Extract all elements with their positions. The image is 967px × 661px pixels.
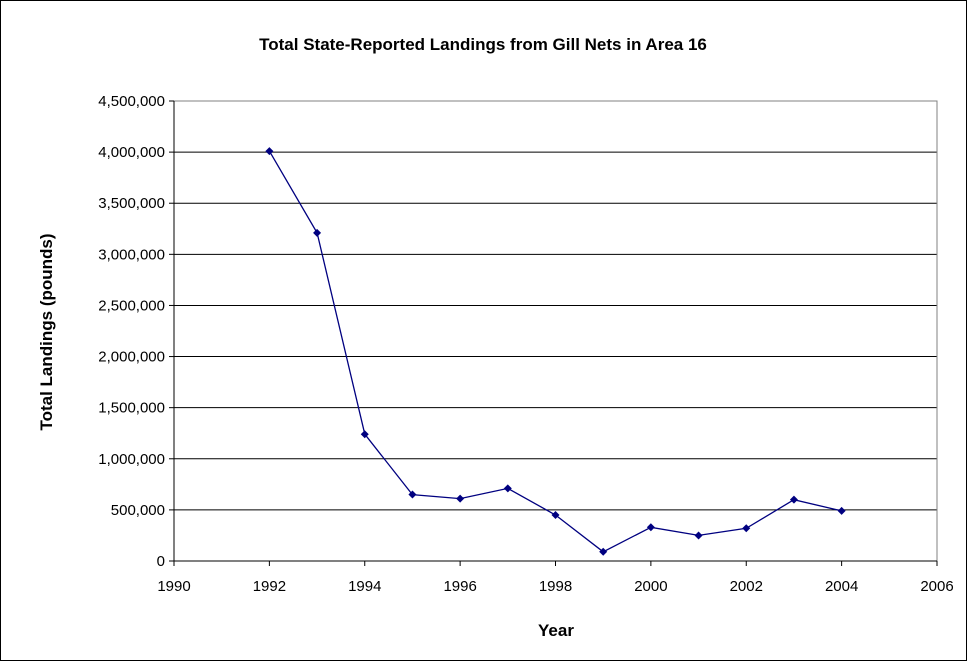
y-tick-label: 4,000,000 — [98, 144, 165, 161]
x-tick-label: 1992 — [253, 578, 286, 595]
axes — [173, 101, 937, 562]
plot-area — [173, 100, 938, 562]
x-axis-title: Year — [538, 621, 574, 640]
y-tick-label: 3,000,000 — [98, 246, 165, 263]
gridlines — [174, 100, 937, 511]
data-point — [456, 494, 465, 503]
y-tick-label: 2,500,000 — [98, 297, 165, 314]
series-group — [265, 147, 846, 556]
x-axis-ticks: 1990 1992 1994 1996 1998 2000 2002 2004 2006 — [157, 561, 954, 595]
x-tick-label: 1996 — [443, 578, 476, 595]
y-tick-label: 4,500,000 — [98, 93, 165, 110]
series-line — [268, 150, 842, 553]
x-tick-label: 2006 — [920, 578, 953, 595]
data-point — [646, 523, 655, 532]
x-tick-label: 2002 — [730, 578, 763, 595]
data-point — [599, 547, 608, 556]
y-tick-label: 1,000,000 — [98, 451, 165, 468]
x-tick-label: 1998 — [539, 578, 572, 595]
data-point — [360, 430, 369, 439]
data-point — [503, 484, 512, 493]
data-point — [694, 531, 703, 540]
x-tick-label: 2000 — [634, 578, 667, 595]
data-point — [313, 228, 322, 237]
y-tick-label: 3,500,000 — [98, 195, 165, 212]
data-point — [789, 495, 798, 504]
chart-title: Total State-Reported Landings from Gill … — [259, 35, 707, 54]
data-point — [551, 511, 560, 519]
y-tick-label: 2,000,000 — [98, 349, 165, 366]
data-point — [265, 147, 274, 156]
y-axis-title: Total Landings (pounds) — [37, 233, 56, 430]
x-tick-label: 1990 — [157, 578, 190, 595]
data-point — [742, 524, 751, 533]
y-tick-label: 500,000 — [111, 502, 165, 519]
x-tick-label: 1994 — [348, 578, 381, 595]
y-tick-label: 0 — [157, 553, 165, 570]
data-point — [837, 506, 846, 515]
y-axis-ticks: 0 500,000 1,000,000 1,500,000 2,000,000 2,500… — [98, 93, 174, 570]
y-tick-label: 1,500,000 — [98, 400, 165, 417]
x-tick-label: 2004 — [825, 578, 858, 595]
data-point — [408, 490, 417, 499]
